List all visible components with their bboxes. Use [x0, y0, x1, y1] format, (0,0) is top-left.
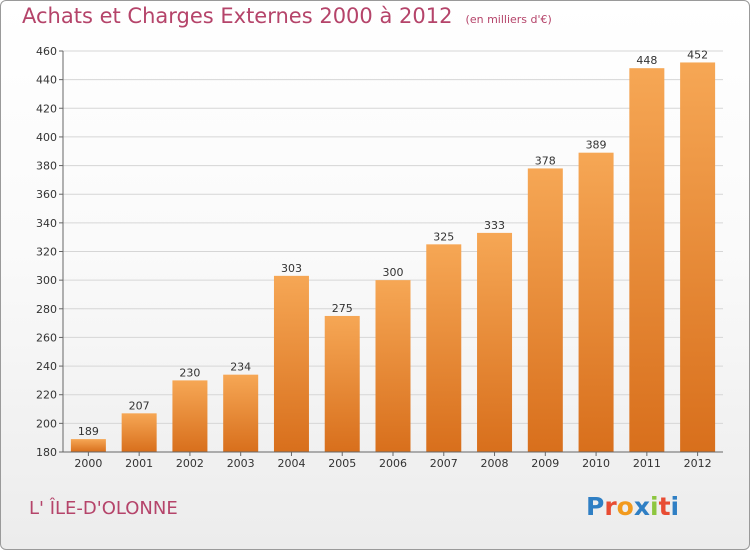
x-tick-label: 2011: [633, 457, 661, 470]
logo-letter: o: [616, 492, 634, 521]
commune-name: L' ÎLE-D'OLONNE: [29, 498, 178, 519]
y-axis: 180 200 220 240 260 280 300 320 340 360 380 400 420 4…: [36, 45, 64, 459]
y-tick-label: 440: [36, 74, 57, 87]
bar: [680, 62, 716, 452]
y-tick-label: 300: [36, 274, 57, 287]
y-tick-label: 360: [36, 188, 57, 201]
x-tick-label: 2007: [430, 457, 458, 470]
bar: [527, 168, 563, 452]
y-tick-label: 400: [36, 131, 57, 144]
logo-letter: x: [633, 492, 650, 521]
x-tick-label: 2006: [379, 457, 407, 470]
y-tick-label: 260: [36, 331, 57, 344]
bar: [426, 244, 462, 452]
data-labels: 189 207 230 234 303 275 300 325 333 378 389 448 452: [78, 48, 708, 438]
bar-value-label: 389: [586, 139, 607, 152]
bar-value-label: 300: [383, 266, 404, 279]
bar-value-label: 207: [129, 399, 150, 412]
y-tick-label: 320: [36, 246, 57, 259]
y-tick-label: 240: [36, 360, 57, 373]
x-tick-label: 2010: [582, 457, 610, 470]
bar-value-label: 230: [179, 366, 200, 379]
bar-value-label: 448: [636, 54, 657, 67]
logo-letter: t: [658, 492, 671, 521]
x-tick-label: 2001: [125, 457, 153, 470]
chart-title: Achats et Charges Externes 2000 à 2012: [22, 4, 453, 28]
bars: [70, 62, 716, 453]
bar-value-label: 325: [433, 230, 454, 243]
proxiti-logo[interactable]: Proxiti: [586, 492, 679, 521]
bar-value-label: 378: [535, 154, 556, 167]
x-tick-label: 2012: [684, 457, 712, 470]
y-tick-label: 340: [36, 217, 57, 230]
y-tick-label: 460: [36, 45, 57, 58]
bar: [121, 413, 157, 452]
logo-letter: i: [650, 492, 659, 521]
x-tick-label: 2008: [481, 457, 509, 470]
bar-value-label: 303: [281, 262, 302, 275]
chart-subtitle: (en milliers d'€): [465, 13, 552, 26]
bar: [477, 232, 513, 452]
chart-header: Achats et Charges Externes 2000 à 2012 (…: [22, 4, 552, 28]
y-tick-label: 220: [36, 389, 57, 402]
bar-value-label: 333: [484, 219, 505, 232]
bar: [324, 315, 360, 452]
logo-letter: i: [670, 492, 680, 521]
logo-letter: r: [604, 492, 617, 521]
bar: [629, 68, 665, 452]
y-tick-label: 280: [36, 303, 57, 316]
x-axis: 2000 2001 2002 2003 2004 2005 2006 2007 2008 2009…: [63, 451, 723, 470]
x-tick-label: 2000: [74, 457, 102, 470]
bar: [172, 380, 208, 452]
bar: [578, 152, 614, 453]
y-tick-label: 420: [36, 102, 57, 115]
bar-value-label: 452: [687, 48, 708, 61]
bar: [273, 275, 309, 452]
logo-letter: P: [586, 492, 605, 521]
x-tick-label: 2002: [176, 457, 204, 470]
bar-value-label: 275: [332, 302, 353, 315]
bar: [70, 439, 106, 452]
x-tick-label: 2005: [328, 457, 356, 470]
bar: [375, 280, 411, 452]
x-tick-label: 2004: [277, 457, 305, 470]
bar-value-label: 234: [230, 361, 251, 374]
x-tick-label: 2003: [227, 457, 255, 470]
y-tick-label: 180: [36, 446, 57, 459]
bar: [223, 374, 259, 452]
y-tick-label: 380: [36, 160, 57, 173]
y-tick-label: 200: [36, 417, 57, 430]
x-tick-label: 2009: [531, 457, 559, 470]
bar-value-label: 189: [78, 425, 99, 438]
